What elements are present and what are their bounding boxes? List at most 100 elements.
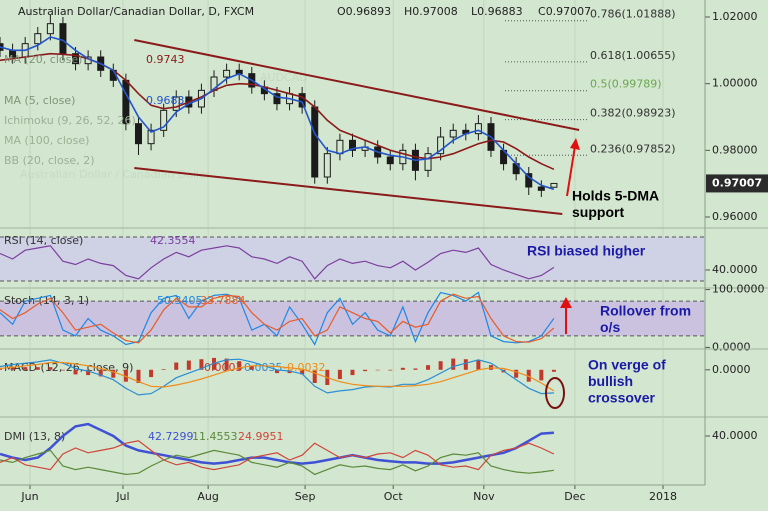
x-tick-label: Sep (295, 490, 316, 503)
ohlc-prefix: H (404, 5, 412, 18)
candle-body (311, 106, 319, 178)
histogram-bar (212, 357, 217, 370)
candle-body (59, 23, 67, 55)
indicator-line (0, 358, 554, 396)
candle-body (437, 136, 445, 155)
histogram-bar (60, 369, 65, 371)
ohlc-value: 0.97008 (412, 5, 458, 18)
histogram-bar (350, 369, 355, 376)
legend-faded: Ichimoku (9, 26, 52, 26) (4, 114, 136, 127)
histogram-bar (149, 369, 154, 378)
highlight-circle (545, 377, 565, 409)
legend-name: MA (20, close) (4, 53, 82, 66)
x-tick-label: Jul (115, 490, 129, 503)
candle-body (537, 186, 545, 191)
histogram-bar (98, 369, 103, 377)
histogram-bar (426, 365, 431, 370)
candle-body (223, 69, 231, 78)
annotation: On verge of (588, 357, 666, 373)
ohlc-label: O0.96893 (337, 5, 391, 18)
price-tag-label: 0.97007 (712, 176, 762, 189)
histogram-bar (463, 359, 468, 370)
histogram-bar (526, 369, 531, 382)
indicator-line (0, 245, 555, 280)
chart-title: Australian Dollar/Canadian Dollar, D, FX… (18, 5, 254, 18)
histogram-bar (375, 369, 380, 371)
arrow-head (560, 297, 572, 308)
histogram-bar (186, 360, 191, 370)
x-tick-label: Dec (564, 490, 585, 503)
ohlc-value: 0.97007 (546, 5, 592, 18)
annotation: Rollover from (600, 303, 691, 319)
histogram-bar (539, 369, 544, 381)
candle-body (273, 93, 281, 105)
histogram-bar (249, 365, 254, 370)
ohlc-label: H0.97008 (404, 5, 458, 18)
x-tick-label: 2018 (649, 490, 677, 503)
fib-label: 0.236(0.97852) (590, 142, 676, 155)
ohlc-prefix: L (471, 5, 478, 18)
histogram-bar (274, 369, 279, 374)
annotation: crossover (588, 390, 655, 406)
annotation: bullish (588, 373, 633, 389)
price-tag (706, 174, 768, 193)
ohlc-label: C0.97007 (538, 5, 591, 18)
fib-label: 0.786(1.01888) (590, 8, 676, 21)
histogram-bar (476, 359, 481, 370)
ohlc-prefix: C (538, 5, 546, 18)
histogram-bar (300, 369, 305, 375)
y-tick-label: 40.0000 (712, 263, 758, 276)
legend-value: -0.0032 (283, 361, 325, 374)
candle-body (449, 129, 457, 138)
legend-faded: MA (100, close) (4, 134, 89, 147)
histogram-bar (312, 369, 317, 383)
histogram-bar (400, 367, 405, 370)
legend-value: 0.9743 (146, 53, 185, 66)
legend-value: 24.9951 (238, 430, 284, 443)
candle-body (72, 53, 80, 65)
fib-label: 0.618(1.00655) (590, 49, 676, 62)
histogram-bar (199, 359, 204, 370)
histogram-bar (438, 361, 443, 370)
histogram-bar (514, 369, 519, 378)
ohlc-label: L0.96883 (471, 5, 523, 18)
histogram-bar (262, 369, 267, 371)
legend-faded: BB (20, close, 2) (4, 154, 95, 167)
candle-body (323, 153, 331, 178)
y-tick-label: 0.98000 (712, 143, 758, 156)
candle-body (424, 153, 432, 171)
x-tick-label: Nov (473, 490, 495, 503)
annotation: Holds 5-DMA (572, 188, 659, 204)
fib-label: 0.5(0.99789) (590, 78, 662, 91)
trendline (134, 39, 580, 131)
ohlc-prefix: O (337, 5, 346, 18)
watermark: AUDCAD (260, 71, 308, 84)
y-tick-label: 40.0000 (712, 429, 758, 442)
y-tick-label: 0.0000 (712, 363, 751, 376)
indicator-line (0, 449, 554, 476)
histogram-bar (413, 368, 418, 370)
y-tick-label: 0.96000 (712, 210, 758, 223)
ma-line (0, 36, 555, 191)
histogram-bar (86, 369, 91, 376)
band (0, 237, 705, 281)
x-tick-label: Aug (197, 490, 218, 503)
indicator-line (0, 291, 555, 346)
histogram-bar (224, 358, 229, 370)
histogram-bar (174, 362, 179, 370)
legend-name: MA (5, close) (4, 94, 75, 107)
panel-title: DMI (13, 8) (4, 430, 65, 443)
annotation: RSI biased higher (527, 243, 646, 259)
legend-value: 33.7884 (200, 294, 246, 307)
histogram-bar (388, 369, 393, 371)
candle-body (525, 173, 533, 188)
legend-value: 0.9683 (146, 94, 185, 107)
legend-value: 42.7299 (148, 430, 194, 443)
histogram-bar (111, 369, 116, 378)
y-tick-label: 1.00000 (712, 77, 758, 90)
histogram-bar (10, 367, 15, 370)
candle-body (550, 182, 558, 188)
histogram-bar (73, 369, 78, 375)
